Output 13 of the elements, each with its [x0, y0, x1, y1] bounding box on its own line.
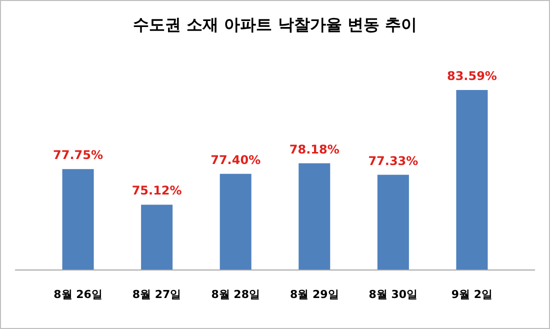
- data-label: 77.40%: [210, 152, 261, 167]
- data-label: 83.59%: [446, 69, 497, 83]
- x-tick-label: 8월 27일: [132, 288, 182, 301]
- x-tick-label: 8월 26일: [54, 288, 102, 301]
- data-label: 75.12%: [132, 184, 182, 198]
- x-tick-label: 9월 2일: [451, 288, 493, 301]
- chart-title: 수도권 소재 아파트 낙찰가율 변동 추이: [133, 15, 417, 34]
- x-tick-label: 8월 30일: [368, 288, 418, 301]
- x-tick-label: 8월 29일: [290, 288, 339, 301]
- data-label: 78.18%: [289, 142, 340, 156]
- data-label: 77.33%: [368, 154, 418, 168]
- data-label: 77.75%: [53, 148, 104, 162]
- x-tick-label: 8월 28일: [211, 288, 260, 301]
